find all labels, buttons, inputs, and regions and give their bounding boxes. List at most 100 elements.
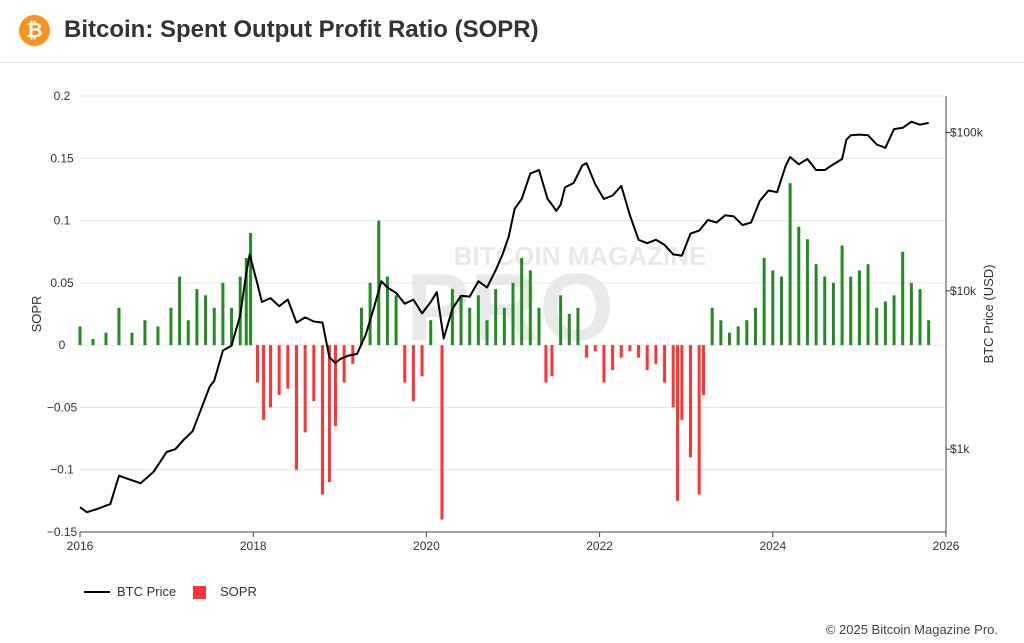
sopr-bar [671,345,675,408]
sopr-bar [576,307,580,346]
sopr-bar [117,307,121,346]
sopr-bar [676,345,680,501]
sopr-bar [312,345,316,402]
sopr-bar [788,183,792,346]
sopr-bar [342,345,346,383]
sopr-bar [476,295,480,346]
sopr-bar [286,345,290,389]
legend: BTC Price SOPR [84,584,257,599]
sopr-bar [840,245,844,346]
y-tick-label-left: 0.2 [54,89,71,103]
sopr-bar [156,326,160,346]
sopr-bar [680,345,684,420]
sopr-bar [654,345,658,364]
x-tick-label: 2024 [759,539,786,553]
sopr-bar [277,345,281,395]
sopr-bar [866,264,870,346]
sopr-bar [637,345,641,358]
sopr-bar [927,320,931,346]
y-tick-label-right: $10k [950,284,977,298]
sopr-bar [528,270,532,346]
sopr-bar [753,307,757,346]
sopr-bar [195,289,199,346]
x-tick-label: 2022 [586,539,613,553]
y-tick-label-left: −0.05 [47,400,78,414]
sopr-bar [104,332,108,346]
sopr-bars [78,183,931,520]
sopr-bar [221,282,225,346]
sopr-bar [710,307,714,346]
sopr-bar [429,320,433,346]
sopr-bar [779,276,783,346]
sopr-bar [130,332,134,346]
sopr-bar [359,307,363,346]
sopr-chart: BITCOIN MAGAZINEPRO0.20.150.10.050−0.05−… [29,89,996,599]
sopr-bar [628,345,632,352]
sopr-bar [892,295,896,346]
sopr-bar [295,345,298,470]
x-tick-label: 2016 [67,539,94,553]
sopr-bar [249,233,253,346]
sopr-bar [550,345,554,377]
sopr-bar [212,307,216,346]
sopr-bar [909,282,913,346]
y-tick-label-left: 0.05 [50,276,74,290]
sopr-bar [143,320,147,346]
sopr-bar [333,345,337,427]
sopr-bar [697,345,701,495]
y-tick-label-right: $1k [950,442,970,456]
sopr-bar [883,301,887,346]
sopr-bar [262,345,266,420]
sopr-bar [385,276,389,346]
sopr-bar [459,295,463,346]
page-title: Bitcoin: Spent Output Profit Ratio (SOPR… [64,16,539,43]
x-tick-label: 2018 [240,539,267,553]
sopr-bar [544,345,548,383]
sopr-bar [450,289,454,346]
sopr-bar [256,345,260,383]
legend-btc-price-label: BTC Price [117,584,176,599]
sopr-bar [559,295,563,346]
sopr-bar [511,282,515,346]
y-tick-label-right: $100k [950,125,984,139]
sopr-bar [857,270,861,346]
btc-price-line [79,120,929,514]
footer-credit: © 2025 Bitcoin Magazine Pro. [825,622,998,637]
sopr-bar [186,320,190,346]
sopr-bar [602,345,606,383]
y-tick-label-left: −0.15 [47,525,78,539]
sopr-bar [611,345,615,371]
sopr-bar [719,320,723,346]
y-tick-label-left: 0.15 [50,151,74,165]
sopr-bar [619,345,623,358]
sopr-bar [814,264,818,346]
sopr-bar [403,345,407,383]
sopr-bar [468,307,472,346]
y-tick-label-left: −0.1 [50,463,74,477]
sopr-bar [368,282,372,346]
bitcoin-logo-icon: ₿ [19,15,50,46]
y-axis-label-right: BTC Price (USD) [981,265,996,364]
sopr-bar [823,276,827,346]
sopr-bar [771,270,775,346]
sopr-bar [411,345,415,402]
chart-header: ₿ Bitcoin: Spent Output Profit Ratio (SO… [0,0,1024,63]
sopr-bar [303,345,307,433]
sopr-bar [805,239,809,346]
sopr-bar [567,314,571,346]
sopr-bar [831,282,835,346]
sopr-bar [849,276,853,346]
sopr-bar [702,345,706,395]
y-tick-label-left: 0 [59,338,66,352]
sopr-bar [204,295,208,346]
x-tick-label: 2020 [413,539,440,553]
sopr-bar [377,220,381,346]
sopr-bar [728,332,731,346]
sopr-bar [394,295,398,346]
sopr-bar [645,345,649,371]
sopr-bar [91,338,95,346]
sopr-bar [169,307,173,346]
sopr-bar [269,345,273,408]
sopr-bar [585,345,589,358]
sopr-bar [230,307,234,346]
